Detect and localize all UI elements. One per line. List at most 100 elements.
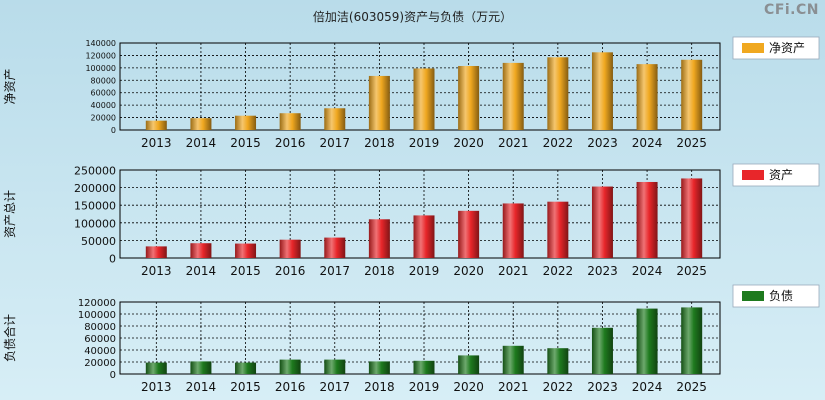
panel-1-bar-2021	[502, 62, 524, 131]
panel-2-xtick-label-2024: 2024	[632, 264, 663, 278]
panel-3-xtick-label-2014: 2014	[186, 380, 217, 394]
panel-3-bar-2025	[681, 307, 703, 374]
panel-3-xtick-label-2023: 2023	[587, 380, 618, 394]
panel-2-bar-2013	[145, 246, 167, 258]
panel-3-xtick-label-2017: 2017	[319, 380, 350, 394]
panel-3-xtick-label-2024: 2024	[632, 380, 663, 394]
panel-1-bar-2017	[324, 108, 346, 130]
panel-2-ytick-label-3: 150000	[74, 200, 116, 213]
panel-1-xtick-label-2020: 2020	[453, 136, 484, 150]
panel-1-bar-2014	[190, 118, 212, 130]
panel-3-legend-label: 负债	[769, 289, 793, 303]
panel-1-xtick-label-2018: 2018	[364, 136, 395, 150]
panel-2-bar-2020	[458, 210, 480, 258]
panel-1-bar-2019	[413, 68, 435, 130]
panel-2-xtick-label-2021: 2021	[498, 264, 529, 278]
panel-3-bar-2016	[279, 359, 301, 374]
panel-2-xtick-label-2013: 2013	[141, 264, 172, 278]
panel-3-bar-2015	[235, 362, 257, 374]
panel-1-ytick-label-5: 100000	[85, 64, 116, 73]
panel-3-ytick-label-0: 0	[110, 370, 116, 381]
panel-3-xtick-label-2022: 2022	[543, 380, 574, 394]
panel-2-xtick-label-2020: 2020	[453, 264, 484, 278]
panel-2-bar-2023	[591, 186, 613, 258]
panel-2-bar-2017	[324, 237, 346, 258]
panel-1-bar-2013	[145, 120, 167, 130]
panel-1-ytick-label-2: 40000	[91, 101, 116, 110]
panel-2-xtick-label-2022: 2022	[543, 264, 574, 278]
panel-2-bar-2015	[235, 243, 257, 258]
panel-2-xtick-label-2016: 2016	[275, 264, 306, 278]
panel-1-xtick-label-2023: 2023	[587, 136, 618, 150]
panel-2-legend-swatch	[742, 170, 764, 180]
panel-3-xtick-label-2025: 2025	[676, 380, 707, 394]
panel-1-ytick-label-1: 20000	[91, 114, 116, 123]
panel-2-ytick-label-5: 250000	[74, 165, 116, 178]
panel-2-legend-box	[732, 163, 820, 187]
panel-2-xtick-label-2018: 2018	[364, 264, 395, 278]
panel-3-y-axis-title: 负债合计	[2, 314, 17, 362]
panel-3-legend-swatch	[742, 291, 764, 301]
panel-1-xtick-label-2013: 2013	[141, 136, 172, 150]
brand-logo: CFi.CN	[764, 2, 819, 18]
panel-3-bar-2018	[368, 361, 390, 374]
panel-1-xtick-label-2024: 2024	[632, 136, 663, 150]
panel-3-ytick-label-4: 80000	[84, 322, 116, 333]
panel-2-xtick-label-2015: 2015	[230, 264, 261, 278]
panel-2-bar-2014	[190, 243, 212, 258]
panel-3-xtick-label-2018: 2018	[364, 380, 395, 394]
panel-1-xtick-label-2016: 2016	[275, 136, 306, 150]
panel-3-bar-2013	[145, 362, 167, 374]
panel-3-bar-2023	[591, 327, 613, 374]
panel-3-ytick-label-1: 20000	[84, 358, 116, 369]
panel-1-ytick-label-6: 120000	[85, 51, 116, 60]
panel-3-xtick-label-2015: 2015	[230, 380, 261, 394]
panel-3-ytick-label-2: 40000	[84, 346, 116, 357]
panel-1-bar-2025	[681, 59, 703, 130]
panel-1-xtick-label-2025: 2025	[676, 136, 707, 150]
panel-2-xtick-label-2023: 2023	[587, 264, 618, 278]
panel-1-xtick-label-2022: 2022	[543, 136, 574, 150]
panel-3-bar-2014	[190, 361, 212, 374]
panel-1-bar-2024	[636, 64, 658, 130]
panel-3-xtick-label-2020: 2020	[453, 380, 484, 394]
panel-2-y-axis-title: 资产总计	[3, 190, 17, 238]
panel-1-bar-2022	[547, 57, 569, 130]
panel-2-xtick-label-2014: 2014	[186, 264, 217, 278]
panel-3-xtick-label-2021: 2021	[498, 380, 529, 394]
panel-2-xtick-label-2025: 2025	[676, 264, 707, 278]
panel-1-xtick-label-2017: 2017	[319, 136, 350, 150]
panel-2-ytick-label-0: 0	[109, 253, 116, 266]
panel-2-bar-2021	[502, 203, 524, 258]
panel-1-ytick-label-3: 60000	[91, 89, 116, 98]
panel-2-bar-2022	[547, 201, 569, 258]
panel-1-legend-box	[732, 36, 820, 60]
panel-1-bar-2020	[458, 65, 480, 130]
panel-3-ytick-label-5: 100000	[78, 310, 116, 321]
panel-2-xtick-label-2019: 2019	[409, 264, 440, 278]
panel-1-ytick-label-0: 0	[111, 126, 116, 135]
panel-1-bar-2018	[368, 75, 390, 130]
panel-2-bar-2025	[681, 178, 703, 258]
panel-3-bar-2017	[324, 359, 346, 374]
panel-2-xtick-label-2017: 2017	[319, 264, 350, 278]
panel-1-y-axis-title: 净资产	[3, 68, 17, 104]
panel-1-legend-swatch	[742, 43, 764, 53]
panel-3-bar-2024	[636, 308, 658, 374]
panel-1-ytick-label-4: 80000	[91, 76, 116, 85]
panel-1-xtick-label-2015: 2015	[230, 136, 261, 150]
panel-2-ytick-label-4: 200000	[74, 182, 116, 195]
panel-3-ytick-label-6: 120000	[78, 298, 116, 309]
panel-3-legend-box	[732, 284, 820, 308]
panel-3-xtick-label-2016: 2016	[275, 380, 306, 394]
panel-2-bar-2018	[368, 219, 390, 258]
panel-1-xtick-label-2019: 2019	[409, 136, 440, 150]
panel-3-bar-2020	[458, 355, 480, 374]
panel-1-bar-2016	[279, 113, 301, 130]
panel-1-bar-2015	[235, 115, 257, 130]
panel-2-bar-2019	[413, 215, 435, 258]
panel-1-bar-2023	[591, 52, 613, 131]
panel-3-bar-2019	[413, 360, 435, 374]
